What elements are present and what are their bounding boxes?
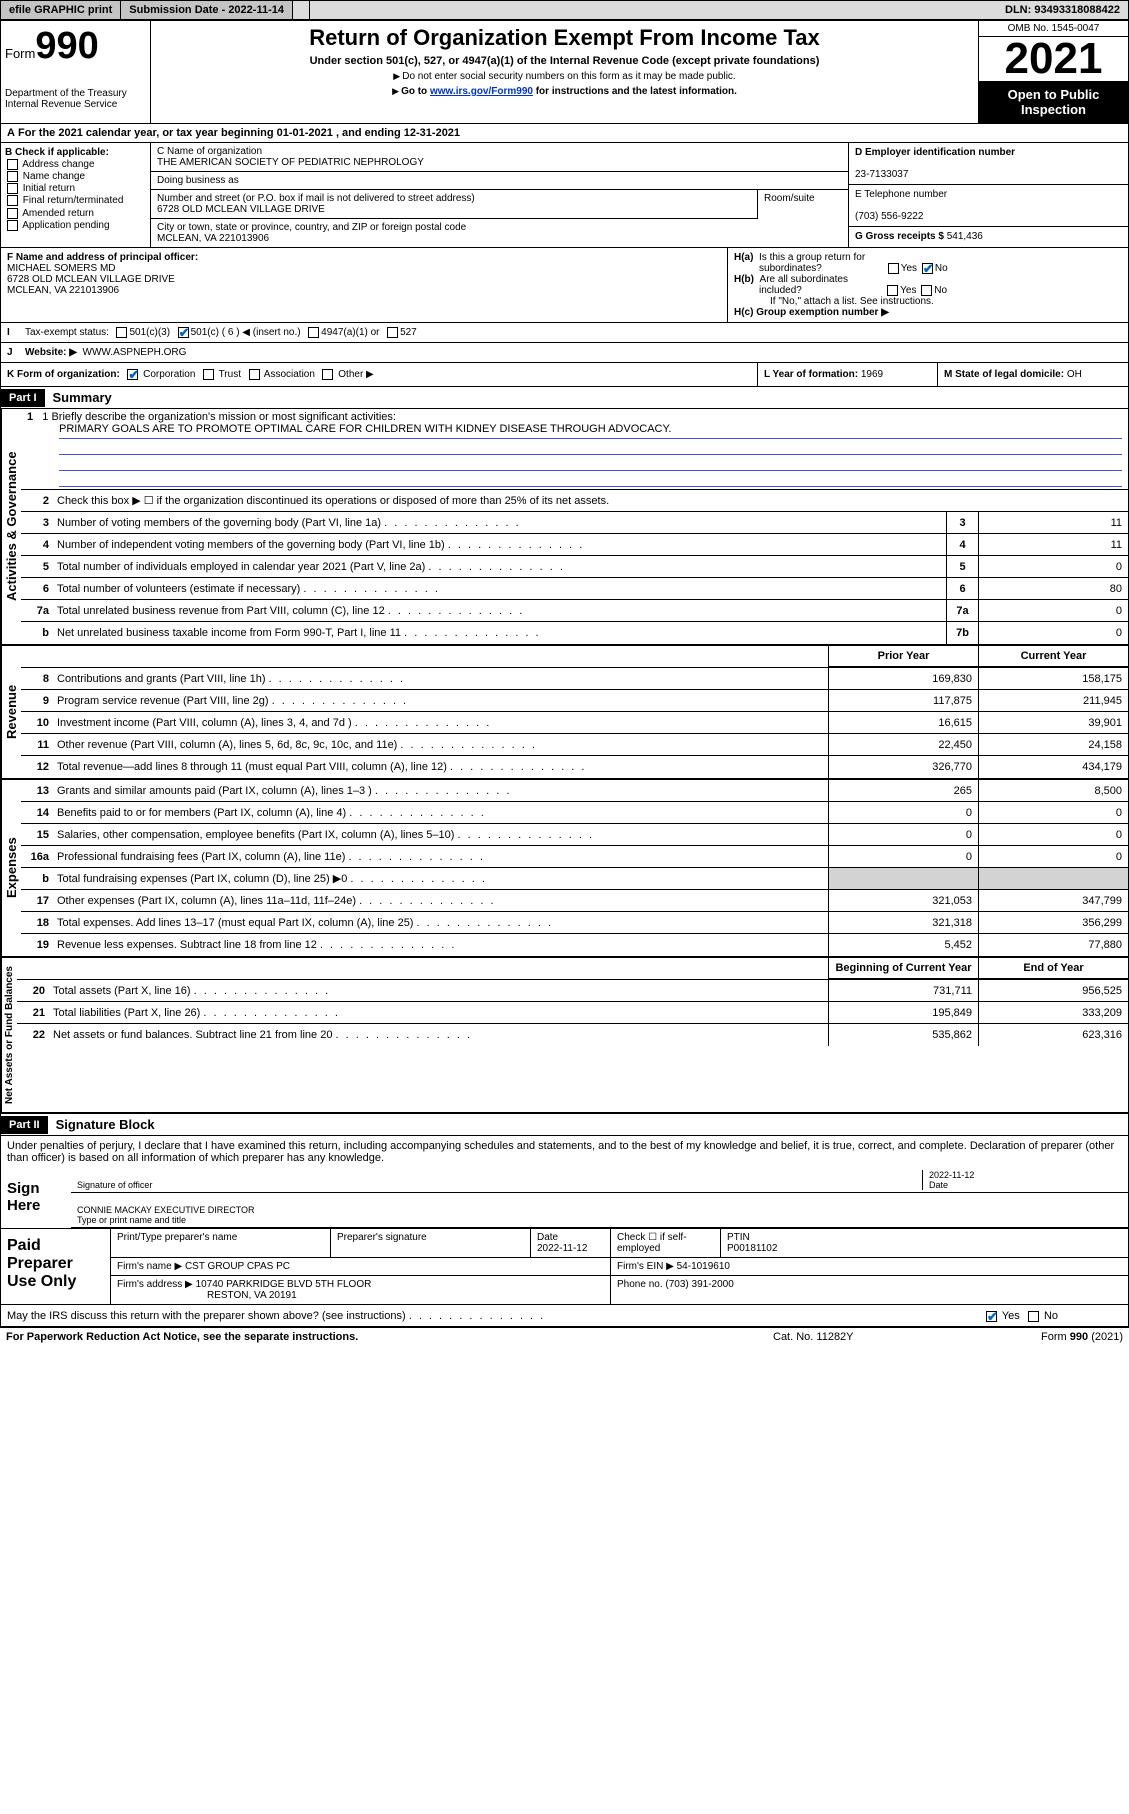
line-5: 5Total number of individuals employed in… — [21, 556, 1128, 578]
telephone: E Telephone number(703) 556-9222 — [849, 185, 1128, 227]
org-name: C Name of organizationTHE AMERICAN SOCIE… — [151, 143, 848, 172]
form-of-org: K Form of organization: Corporation Trus… — [1, 363, 758, 386]
line-18: 18Total expenses. Add lines 13–17 (must … — [21, 912, 1128, 934]
line-8: 8Contributions and grants (Part VIII, li… — [21, 668, 1128, 690]
line-6: 6Total number of volunteers (estimate if… — [21, 578, 1128, 600]
spacer — [293, 1, 310, 19]
ssn-note: Do not enter social security numbers on … — [155, 71, 974, 82]
dln: DLN: 93493318088422 — [997, 1, 1128, 19]
net-header: Beginning of Current Year End of Year — [17, 958, 1128, 980]
line-13: 13Grants and similar amounts paid (Part … — [21, 780, 1128, 802]
cb-pending[interactable]: Application pending — [5, 220, 146, 231]
irs-link[interactable]: www.irs.gov/Form990 — [430, 86, 533, 97]
form-subtitle: Under section 501(c), 527, or 4947(a)(1)… — [155, 55, 974, 67]
dept-treasury: Department of the TreasuryInternal Reven… — [5, 88, 146, 110]
line-12: 12Total revenue—add lines 8 through 11 (… — [21, 756, 1128, 778]
section-governance: Activities & Governance — [1, 409, 21, 644]
line-b: bTotal fundraising expenses (Part IX, co… — [21, 868, 1128, 890]
year-formation: L Year of formation: 1969 — [758, 363, 938, 386]
line-10: 10Investment income (Part VIII, column (… — [21, 712, 1128, 734]
footer: For Paperwork Reduction Act Notice, see … — [0, 1328, 1129, 1346]
group-return: H(a) Is this a group return for subordin… — [728, 248, 1128, 322]
line-14: 14Benefits paid to or for members (Part … — [21, 802, 1128, 824]
tax-exempt-status: ITax-exempt status: 501(c)(3) 501(c) ( 6… — [1, 323, 1128, 343]
website: JWebsite: ▶ WWW.ASPNEPH.ORG — [1, 343, 1128, 363]
cb-amended[interactable]: Amended return — [5, 208, 146, 219]
part2-header: Part II Signature Block — [1, 1114, 1128, 1136]
street-address: Number and street (or P.O. box if mail i… — [151, 190, 758, 219]
ein: D Employer identification number23-71330… — [849, 143, 1128, 185]
section-netassets: Net Assets or Fund Balances — [1, 958, 17, 1112]
form-label: Form990 — [5, 25, 146, 68]
city-state-zip: City or town, state or province, country… — [151, 219, 848, 247]
line-11: 11Other revenue (Part VIII, column (A), … — [21, 734, 1128, 756]
line-17: 17Other expenses (Part IX, column (A), l… — [21, 890, 1128, 912]
line-15: 15Salaries, other compensation, employee… — [21, 824, 1128, 846]
part1-header: Part I Summary — [1, 387, 1128, 409]
efile-btn[interactable]: efile GRAPHIC print — [1, 1, 121, 19]
gross-receipts: G Gross receipts $ 541,436 — [849, 227, 1128, 246]
line-2: 2Check this box ▶ ☐ if the organization … — [21, 490, 1128, 512]
cb-initial-return[interactable]: Initial return — [5, 183, 146, 194]
state-domicile: M State of legal domicile: OH — [938, 363, 1128, 386]
cb-final-return[interactable]: Final return/terminated — [5, 195, 146, 206]
line-3: 3Number of voting members of the governi… — [21, 512, 1128, 534]
cb-address-change[interactable]: Address change — [5, 159, 146, 170]
section-revenue: Revenue — [1, 646, 21, 778]
goto-link: Go to www.irs.gov/Form990 for instructio… — [155, 86, 974, 97]
cb-name-change[interactable]: Name change — [5, 171, 146, 182]
line-21: 21Total liabilities (Part X, line 26) 19… — [17, 1002, 1128, 1024]
line-b: bNet unrelated business taxable income f… — [21, 622, 1128, 644]
penalty-statement: Under penalties of perjury, I declare th… — [1, 1136, 1128, 1168]
col-b-checkboxes: B Check if applicable: Address change Na… — [1, 143, 151, 247]
sign-here: Sign Here Signature of officer 2022-11-1… — [1, 1168, 1128, 1229]
line-20: 20Total assets (Part X, line 16) 731,711… — [17, 980, 1128, 1002]
mission: 1 1 Briefly describe the organization's … — [21, 409, 1128, 490]
principal-officer: F Name and address of principal officer:… — [1, 248, 728, 322]
row-a-taxyear: A For the 2021 calendar year, or tax yea… — [1, 124, 1128, 143]
line-22: 22Net assets or fund balances. Subtract … — [17, 1024, 1128, 1046]
line-7a: 7aTotal unrelated business revenue from … — [21, 600, 1128, 622]
line-4: 4Number of independent voting members of… — [21, 534, 1128, 556]
year-header: Prior Year Current Year — [21, 646, 1128, 668]
line-16a: 16aProfessional fundraising fees (Part I… — [21, 846, 1128, 868]
section-expenses: Expenses — [1, 780, 21, 956]
form-title: Return of Organization Exempt From Incom… — [155, 25, 974, 51]
paid-preparer: Paid Preparer Use Only Print/Type prepar… — [1, 1229, 1128, 1305]
line-19: 19Revenue less expenses. Subtract line 1… — [21, 934, 1128, 956]
form-990: Form990 Department of the TreasuryIntern… — [0, 20, 1129, 1328]
room-suite: Room/suite — [758, 190, 848, 219]
discuss-preparer: May the IRS discuss this return with the… — [1, 1305, 1128, 1327]
open-public: Open to Public Inspection — [979, 81, 1128, 123]
tax-year: 2021 — [979, 37, 1128, 81]
submission-date: Submission Date - 2022-11-14 — [121, 1, 293, 19]
topbar: efile GRAPHIC print Submission Date - 20… — [0, 0, 1129, 20]
dba: Doing business as — [151, 172, 848, 190]
line-9: 9Program service revenue (Part VIII, lin… — [21, 690, 1128, 712]
